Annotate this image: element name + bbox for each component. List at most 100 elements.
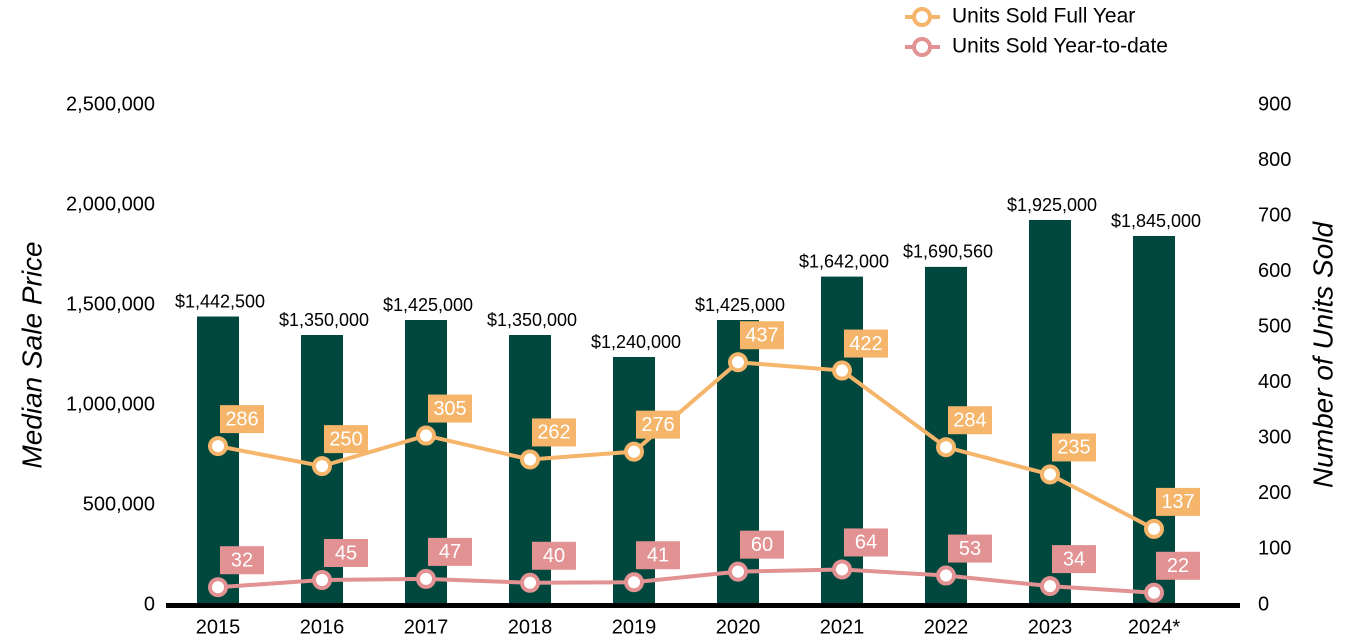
x-tick-label: 2015 — [196, 616, 241, 638]
label-box — [428, 537, 472, 566]
label-box — [220, 405, 264, 434]
line-value-label: 34 — [1063, 548, 1085, 570]
y2-tick-label: 400 — [1258, 371, 1291, 393]
label-box — [740, 321, 784, 350]
line-marker — [936, 565, 956, 586]
line-marker — [416, 568, 436, 589]
y-axis-title: Median Sale Price — [16, 241, 47, 468]
line-marker — [1040, 464, 1060, 485]
line-value-label: 47 — [439, 541, 461, 563]
label-box — [428, 394, 472, 423]
line-value-label: 262 — [537, 422, 570, 444]
label-box — [844, 528, 888, 557]
label-box — [1052, 433, 1096, 462]
line-value-label: 137 — [1161, 491, 1194, 513]
bar-value-label: $1,350,000 — [487, 310, 577, 330]
x-tick-label: 2018 — [508, 616, 553, 638]
label-box — [532, 541, 576, 570]
line-value-label: 64 — [855, 532, 877, 554]
bar-value-label: $1,845,000 — [1111, 211, 1201, 231]
label-box — [844, 329, 888, 358]
label-box — [1052, 545, 1096, 574]
label-box — [636, 541, 680, 570]
label-box — [948, 406, 992, 435]
line-value-label: 32 — [231, 550, 253, 572]
x-tick-label: 2020 — [716, 616, 761, 638]
x-tick-label: 2016 — [300, 616, 345, 638]
bar-value-label: $1,442,500 — [175, 291, 265, 311]
y2-tick-label: 900 — [1258, 93, 1291, 115]
legend-label: Units Sold Full Year — [952, 5, 1135, 28]
line-value-label: 250 — [329, 428, 362, 450]
y2-tick-label: 200 — [1258, 482, 1291, 504]
x-axis-line — [166, 603, 1240, 608]
y2-tick-label: 600 — [1258, 260, 1291, 282]
legend-marker — [912, 7, 932, 27]
label-box — [532, 418, 576, 447]
y-tick-label: 2,000,000 — [66, 193, 155, 215]
line-marker — [1144, 518, 1164, 539]
line-value-label: 276 — [641, 414, 674, 436]
line-marker — [312, 456, 332, 477]
label-box — [1156, 487, 1200, 516]
line-marker — [312, 570, 332, 590]
label-box — [740, 530, 784, 559]
line-marker — [832, 360, 852, 381]
bar — [1133, 236, 1175, 605]
line-value-label: 45 — [335, 542, 357, 564]
y2-tick-label: 300 — [1258, 427, 1291, 449]
line-value-label: 235 — [1057, 437, 1090, 459]
line-value-label: 53 — [959, 538, 981, 560]
line-marker — [208, 436, 228, 457]
y-tick-label: 500,000 — [83, 493, 155, 515]
line-value-label: 286 — [225, 408, 258, 430]
line-value-label: 284 — [953, 410, 986, 432]
line-marker — [208, 577, 228, 598]
line-marker — [728, 561, 748, 582]
y2-axis-title: Number of Units Sold — [1307, 221, 1338, 489]
label-box — [220, 546, 264, 575]
legend-marker — [912, 37, 932, 57]
bar-value-label: $1,240,000 — [591, 332, 681, 352]
y2-tick-label: 500 — [1258, 316, 1291, 338]
bar-value-label: $1,425,000 — [695, 295, 785, 315]
line-value-label: 305 — [433, 398, 466, 420]
label-box — [948, 534, 992, 563]
line-value-label: 41 — [647, 545, 669, 567]
line-value-label: 60 — [751, 534, 773, 556]
y2-tick-label: 700 — [1258, 204, 1291, 226]
y-tick-label: 1,000,000 — [66, 393, 155, 415]
line-marker — [624, 572, 644, 593]
legend-label: Units Sold Year-to-date — [952, 35, 1168, 58]
line — [217, 360, 1155, 531]
line-marker — [416, 425, 436, 446]
y-tick-label: 1,500,000 — [66, 293, 155, 315]
x-tick-label: 2021 — [820, 616, 865, 638]
label-box — [324, 425, 368, 454]
y2-tick-label: 800 — [1258, 149, 1291, 171]
bar-value-label: $1,690,560 — [903, 242, 993, 262]
x-tick-label: 2022 — [924, 616, 969, 638]
x-tick-label: 2023 — [1028, 616, 1073, 638]
y2-tick-label: 100 — [1258, 538, 1291, 560]
line-marker — [728, 352, 748, 373]
line-marker — [624, 441, 644, 462]
line-value-label: 40 — [543, 545, 565, 567]
line-value-label: 437 — [745, 325, 778, 347]
line-value-label: 422 — [849, 333, 882, 355]
bar-value-label: $1,642,000 — [799, 251, 889, 271]
x-tick-label: 2024* — [1128, 616, 1180, 638]
bar-value-label: $1,350,000 — [279, 310, 369, 330]
line-marker — [520, 572, 540, 593]
label-box — [324, 539, 368, 567]
y-tick-label: 0 — [144, 593, 155, 615]
line-marker — [1144, 582, 1164, 603]
line-marker — [520, 449, 540, 470]
line-marker — [936, 437, 956, 458]
line — [217, 567, 1155, 595]
x-tick-label: 2017 — [404, 616, 449, 638]
x-tick-label: 2019 — [612, 616, 657, 638]
y2-tick-label: 0 — [1258, 593, 1269, 615]
bar-value-label: $1,425,000 — [383, 295, 473, 315]
